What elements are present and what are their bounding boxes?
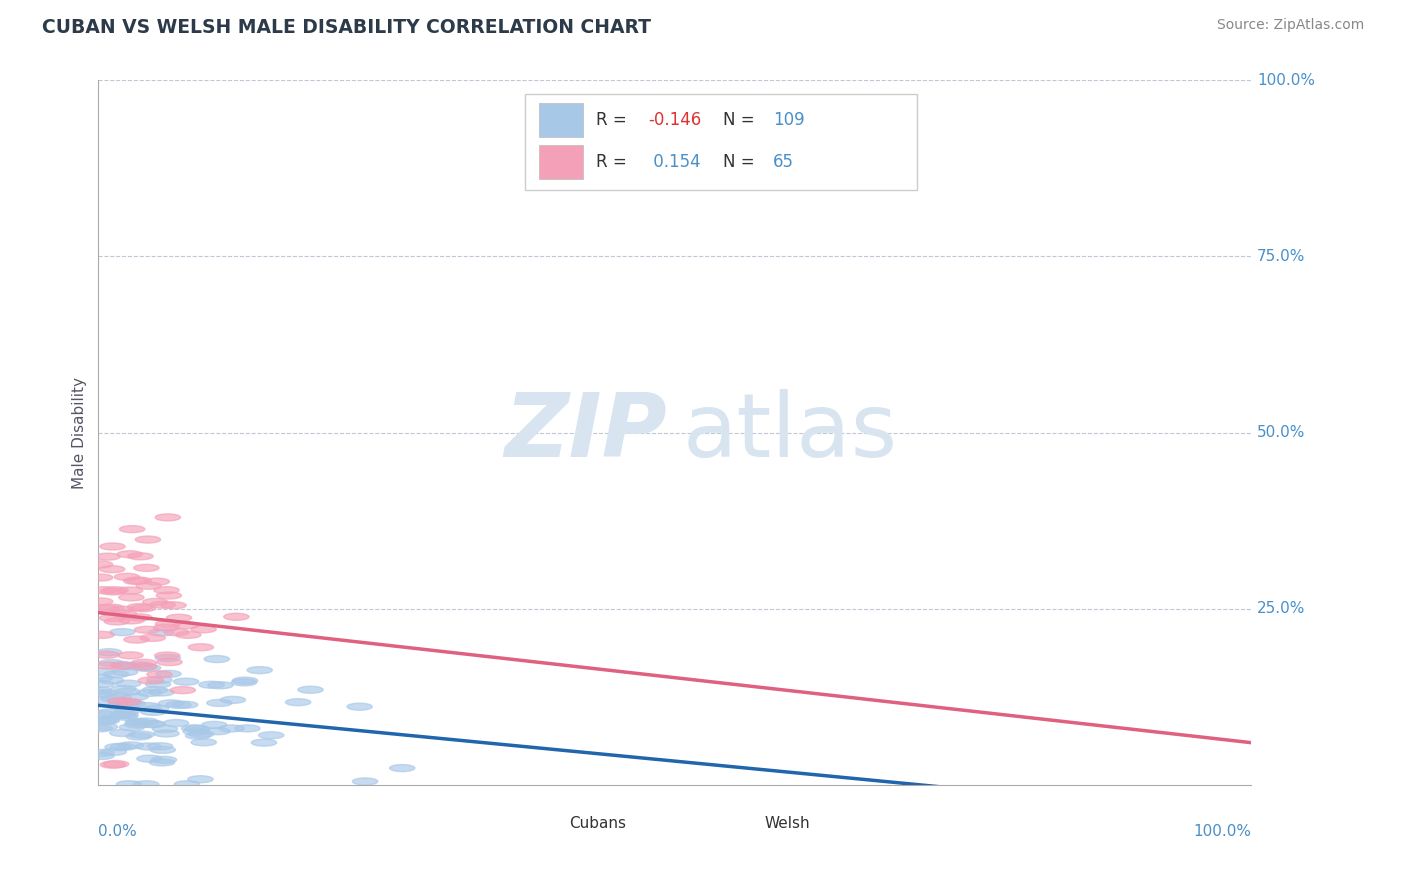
Text: N =: N =	[723, 153, 761, 171]
Text: 109: 109	[773, 111, 804, 128]
Text: -0.146: -0.146	[648, 111, 702, 128]
FancyBboxPatch shape	[513, 810, 557, 836]
Y-axis label: Male Disability: Male Disability	[72, 376, 87, 489]
Text: R =: R =	[596, 111, 633, 128]
Text: 100.0%: 100.0%	[1194, 823, 1251, 838]
Text: 0.0%: 0.0%	[98, 823, 138, 838]
FancyBboxPatch shape	[524, 95, 917, 189]
Text: ZIP: ZIP	[505, 389, 666, 476]
Text: R =: R =	[596, 153, 633, 171]
Text: Source: ZipAtlas.com: Source: ZipAtlas.com	[1216, 18, 1364, 32]
Text: 50.0%: 50.0%	[1257, 425, 1306, 440]
FancyBboxPatch shape	[538, 103, 582, 136]
Text: 75.0%: 75.0%	[1257, 249, 1306, 264]
Text: 0.154: 0.154	[648, 153, 702, 171]
Text: atlas: atlas	[683, 389, 898, 476]
Text: 100.0%: 100.0%	[1257, 73, 1315, 87]
FancyBboxPatch shape	[538, 145, 582, 179]
FancyBboxPatch shape	[710, 810, 754, 836]
Text: Cubans: Cubans	[569, 815, 626, 830]
Text: CUBAN VS WELSH MALE DISABILITY CORRELATION CHART: CUBAN VS WELSH MALE DISABILITY CORRELATI…	[42, 18, 651, 37]
Text: N =: N =	[723, 111, 761, 128]
Text: 65: 65	[773, 153, 794, 171]
Text: Welsh: Welsh	[765, 815, 810, 830]
Text: 25.0%: 25.0%	[1257, 601, 1306, 616]
